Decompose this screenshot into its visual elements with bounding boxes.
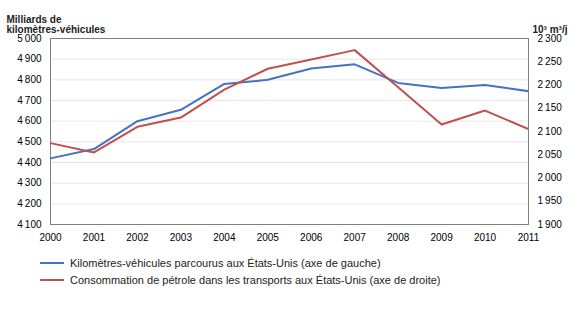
svg-text:4 400: 4 400 bbox=[17, 157, 42, 168]
svg-text:10³ m³/j: 10³ m³/j bbox=[533, 24, 568, 35]
html-text:Consommation de pétrole dans l: Consommation de pétrole dans les transpo… bbox=[70, 273, 441, 286]
svg-text:2 300: 2 300 bbox=[538, 33, 563, 44]
svg-text:1 950: 1 950 bbox=[538, 195, 563, 206]
svg-text:2002: 2002 bbox=[126, 232, 149, 243]
svg-text:2 250: 2 250 bbox=[538, 56, 563, 67]
svg-text:2009: 2009 bbox=[430, 232, 453, 243]
html-text:Kilomètres-véhicules parcourus: Kilomètres-véhicules parcourus aux États… bbox=[70, 256, 381, 269]
svg-text:2008: 2008 bbox=[387, 232, 410, 243]
svg-text:2011: 2011 bbox=[518, 232, 540, 243]
svg-text:4 900: 4 900 bbox=[17, 53, 42, 64]
svg-text:4 100: 4 100 bbox=[17, 219, 42, 230]
svg-text:2010: 2010 bbox=[474, 232, 497, 243]
svg-text:2005: 2005 bbox=[257, 232, 280, 243]
svg-text:4 500: 4 500 bbox=[17, 136, 42, 147]
svg-text:4 600: 4 600 bbox=[17, 115, 42, 126]
svg-text:4 800: 4 800 bbox=[17, 74, 42, 85]
svg-text:2 000: 2 000 bbox=[538, 172, 563, 183]
svg-text:2003: 2003 bbox=[170, 232, 193, 243]
svg-text:2001: 2001 bbox=[83, 232, 106, 243]
svg-text:2006: 2006 bbox=[300, 232, 323, 243]
svg-text:2 200: 2 200 bbox=[538, 79, 563, 90]
svg-text:2 100: 2 100 bbox=[538, 126, 563, 137]
svg-text:5 000: 5 000 bbox=[17, 32, 42, 44]
svg-text:2004: 2004 bbox=[213, 232, 236, 243]
svg-text:4 700: 4 700 bbox=[17, 95, 42, 106]
svg-text:2007: 2007 bbox=[344, 232, 367, 243]
svg-text:2000: 2000 bbox=[39, 232, 62, 243]
svg-text:2 050: 2 050 bbox=[538, 149, 563, 160]
svg-text:1 900: 1 900 bbox=[538, 219, 563, 230]
svg-text:Milliards dekilomètres-véhicul: Milliards dekilomètres-véhicules bbox=[7, 14, 106, 35]
svg-text:4 200: 4 200 bbox=[17, 198, 42, 209]
svg-text:4 300: 4 300 bbox=[17, 177, 42, 188]
svg-text:2 150: 2 150 bbox=[538, 102, 563, 113]
